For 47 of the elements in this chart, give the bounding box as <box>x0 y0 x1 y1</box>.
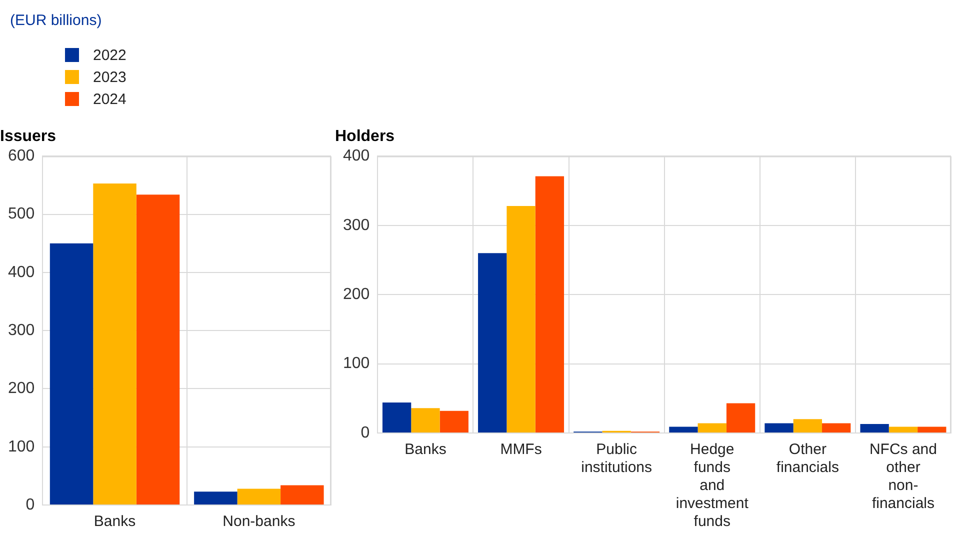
x-tick-label: Hedge funds and investment funds <box>676 441 750 530</box>
bar <box>194 492 238 504</box>
y-tick-label: 400 <box>8 264 35 281</box>
x-tick-label: NFCs and other non-financials <box>869 441 937 512</box>
bar <box>93 184 136 504</box>
legend-label: 2024 <box>93 90 126 108</box>
legend-label: 2023 <box>93 68 126 86</box>
bar <box>764 423 794 432</box>
bar <box>50 243 94 504</box>
bar <box>860 424 889 432</box>
bar <box>698 423 726 432</box>
bar <box>888 426 918 432</box>
y-tick-label: 0 <box>360 424 370 442</box>
x-tick-label: Banks <box>404 441 446 458</box>
bar <box>669 426 698 432</box>
legend-label: 2022 <box>93 46 126 64</box>
bar <box>535 176 564 432</box>
y-axis-title: (EUR billions) <box>10 12 102 29</box>
bar <box>726 403 756 432</box>
chart-title: Holders <box>335 128 395 146</box>
bar <box>478 253 507 432</box>
x-tick-label: Non-banks <box>222 513 296 530</box>
y-tick-label: 400 <box>342 148 370 165</box>
y-tick-label: 500 <box>8 206 35 223</box>
y-tick-label: 600 <box>8 148 35 165</box>
y-tick-label: 300 <box>342 216 370 234</box>
chart-title: Issuers <box>0 128 56 146</box>
x-tick-label: MMFs <box>500 441 542 458</box>
bar <box>382 402 412 432</box>
bar <box>237 488 281 504</box>
x-tick-label: Other financials <box>776 441 839 476</box>
x-tick-label: Public institutions <box>581 441 652 476</box>
bar <box>918 426 946 432</box>
bar <box>136 194 180 504</box>
bar <box>440 410 468 432</box>
bar <box>793 419 822 432</box>
y-tick-label: 0 <box>26 496 35 514</box>
bar <box>411 408 440 432</box>
x-tick-label: Banks <box>94 513 136 530</box>
y-tick-label: 200 <box>342 286 370 304</box>
bar <box>506 206 536 432</box>
bar <box>280 485 324 504</box>
y-tick-label: 300 <box>8 322 35 340</box>
y-tick-label: 100 <box>342 355 370 372</box>
y-tick-label: 200 <box>8 380 35 398</box>
bar <box>822 423 851 432</box>
y-tick-label: 100 <box>8 438 35 456</box>
